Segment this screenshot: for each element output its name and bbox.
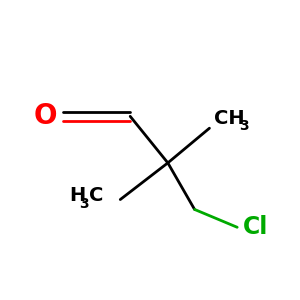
Text: Cl: Cl <box>243 215 268 239</box>
Text: 3: 3 <box>79 197 88 212</box>
Text: C: C <box>88 186 103 205</box>
Text: O: O <box>33 102 57 130</box>
Text: H: H <box>69 186 85 205</box>
Text: 3: 3 <box>239 119 249 133</box>
Text: CH: CH <box>214 109 245 128</box>
